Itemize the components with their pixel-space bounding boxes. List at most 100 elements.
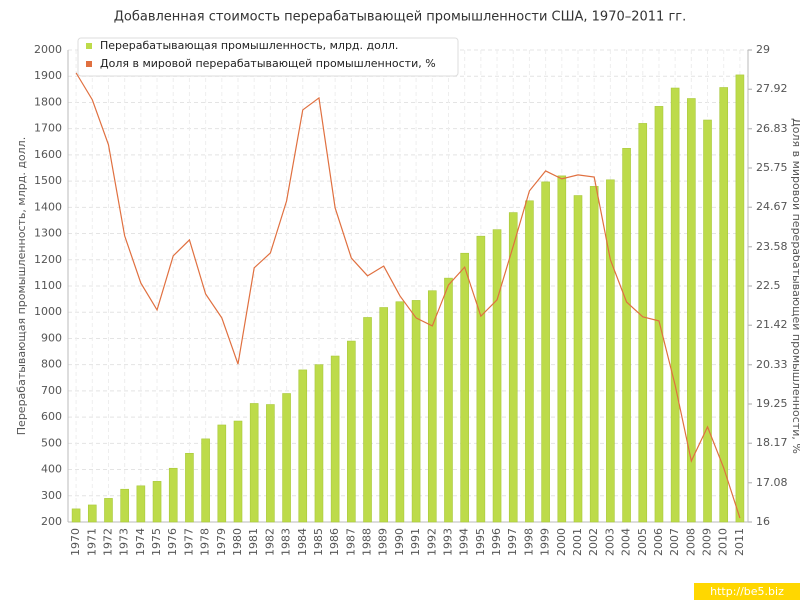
bar	[670, 87, 680, 523]
bar	[654, 106, 664, 523]
x-tick-label: 1986	[328, 528, 341, 556]
x-tick-label: 1977	[182, 528, 195, 556]
bar	[687, 98, 696, 523]
bar	[217, 424, 227, 523]
x-tick-label: 1987	[344, 528, 357, 556]
bar	[606, 179, 615, 523]
y2-tick-label: 27.92	[756, 82, 788, 95]
x-tick-label: 1971	[85, 528, 98, 556]
x-tick-label: 2003	[603, 528, 616, 556]
y-tick-label: 1800	[34, 95, 62, 108]
y2-tick-label: 22.5	[756, 279, 781, 292]
x-tick-label: 1983	[280, 528, 293, 556]
bar	[71, 508, 81, 523]
watermark: http://be5.biz	[710, 585, 784, 598]
bar	[104, 498, 113, 523]
bar	[136, 485, 146, 523]
legend-swatch	[86, 61, 92, 67]
x-tick-label: 1994	[458, 528, 471, 556]
bar	[427, 290, 437, 523]
y-tick-label: 900	[41, 331, 62, 344]
bar	[201, 438, 210, 523]
x-tick-label: 1976	[166, 528, 179, 556]
x-tick-label: 1973	[118, 528, 131, 556]
bar	[492, 229, 502, 523]
y2-tick-label: 20.33	[756, 358, 788, 371]
y-tick-label: 200	[41, 515, 62, 528]
bar	[557, 175, 567, 523]
bar	[168, 467, 178, 523]
bar	[282, 393, 291, 523]
x-tick-label: 1990	[393, 528, 406, 556]
x-tick-label: 2000	[555, 528, 568, 556]
x-tick-label: 2006	[652, 528, 665, 556]
y-tick-label: 1100	[34, 279, 62, 292]
bar	[266, 404, 275, 523]
y2-tick-label: 18.17	[756, 436, 788, 449]
chart-title: Добавленная стоимость перерабатывающей п…	[114, 10, 687, 25]
y-tick-label: 600	[41, 410, 62, 423]
x-tick-label: 2001	[571, 528, 584, 556]
bar	[508, 212, 518, 523]
bar	[589, 186, 599, 523]
y-tick-label: 500	[41, 436, 62, 449]
bar	[233, 420, 243, 523]
legend-swatch	[86, 43, 92, 49]
x-tick-label: 1992	[425, 528, 438, 556]
bar	[638, 123, 648, 523]
bar	[379, 307, 389, 523]
y-tick-label: 400	[41, 463, 62, 476]
x-tick-label: 1993	[441, 528, 454, 556]
y-axis-label: Перерабатывающая промышленность, млрд. д…	[15, 137, 28, 435]
x-tick-label: 2008	[684, 528, 697, 556]
legend-label: Доля в мировой перерабатывающей промышле…	[100, 57, 436, 70]
x-tick-label: 1989	[377, 528, 390, 556]
y2-tick-label: 17.08	[756, 476, 788, 489]
x-tick-label: 1974	[134, 528, 147, 556]
y-tick-label: 1200	[34, 253, 62, 266]
bar	[573, 195, 583, 523]
bar	[249, 403, 259, 523]
bar	[347, 340, 356, 523]
bar	[735, 74, 745, 523]
y-tick-label: 700	[41, 384, 62, 397]
x-tick-label: 1981	[247, 528, 260, 556]
y-tick-label: 1400	[34, 200, 62, 213]
y2-tick-label: 29	[756, 43, 770, 56]
y-tick-label: 1900	[34, 69, 62, 82]
y2-tick-label: 25.75	[756, 161, 788, 174]
x-tick-label: 1982	[263, 528, 276, 556]
bar	[460, 252, 469, 523]
x-tick-label: 1996	[490, 528, 503, 556]
x-tick-label: 1984	[296, 528, 309, 556]
bar	[185, 452, 194, 523]
y-tick-label: 1300	[34, 227, 62, 240]
y2-tick-label: 24.67	[756, 200, 788, 213]
y2-axis-label: Доля в мировой перерабатывающей промышле…	[790, 118, 800, 454]
bar	[525, 200, 534, 523]
y-tick-label: 300	[41, 489, 62, 502]
x-tick-label: 2007	[668, 528, 681, 556]
bar	[703, 119, 712, 523]
x-tick-label: 1975	[150, 528, 163, 556]
x-tick-label: 1998	[522, 528, 535, 556]
bar	[622, 148, 631, 523]
x-tick-label: 1980	[231, 528, 244, 556]
bar	[87, 504, 97, 523]
legend-box	[77, 37, 459, 77]
x-tick-label: 2011	[733, 528, 746, 556]
y2-tick-label: 23.58	[756, 240, 788, 253]
x-tick-label: 1997	[506, 528, 519, 556]
x-tick-label: 1978	[199, 528, 212, 556]
bar	[395, 301, 405, 523]
bar	[120, 488, 129, 523]
x-tick-label: 1972	[101, 528, 114, 556]
line	[75, 72, 741, 519]
y2-tick-label: 16	[756, 515, 770, 528]
x-tick-label: 1999	[539, 528, 552, 556]
y2-tick-label: 19.25	[756, 397, 788, 410]
x-tick-label: 2010	[717, 528, 730, 556]
y-tick-label: 1500	[34, 174, 62, 187]
bar	[363, 317, 372, 523]
